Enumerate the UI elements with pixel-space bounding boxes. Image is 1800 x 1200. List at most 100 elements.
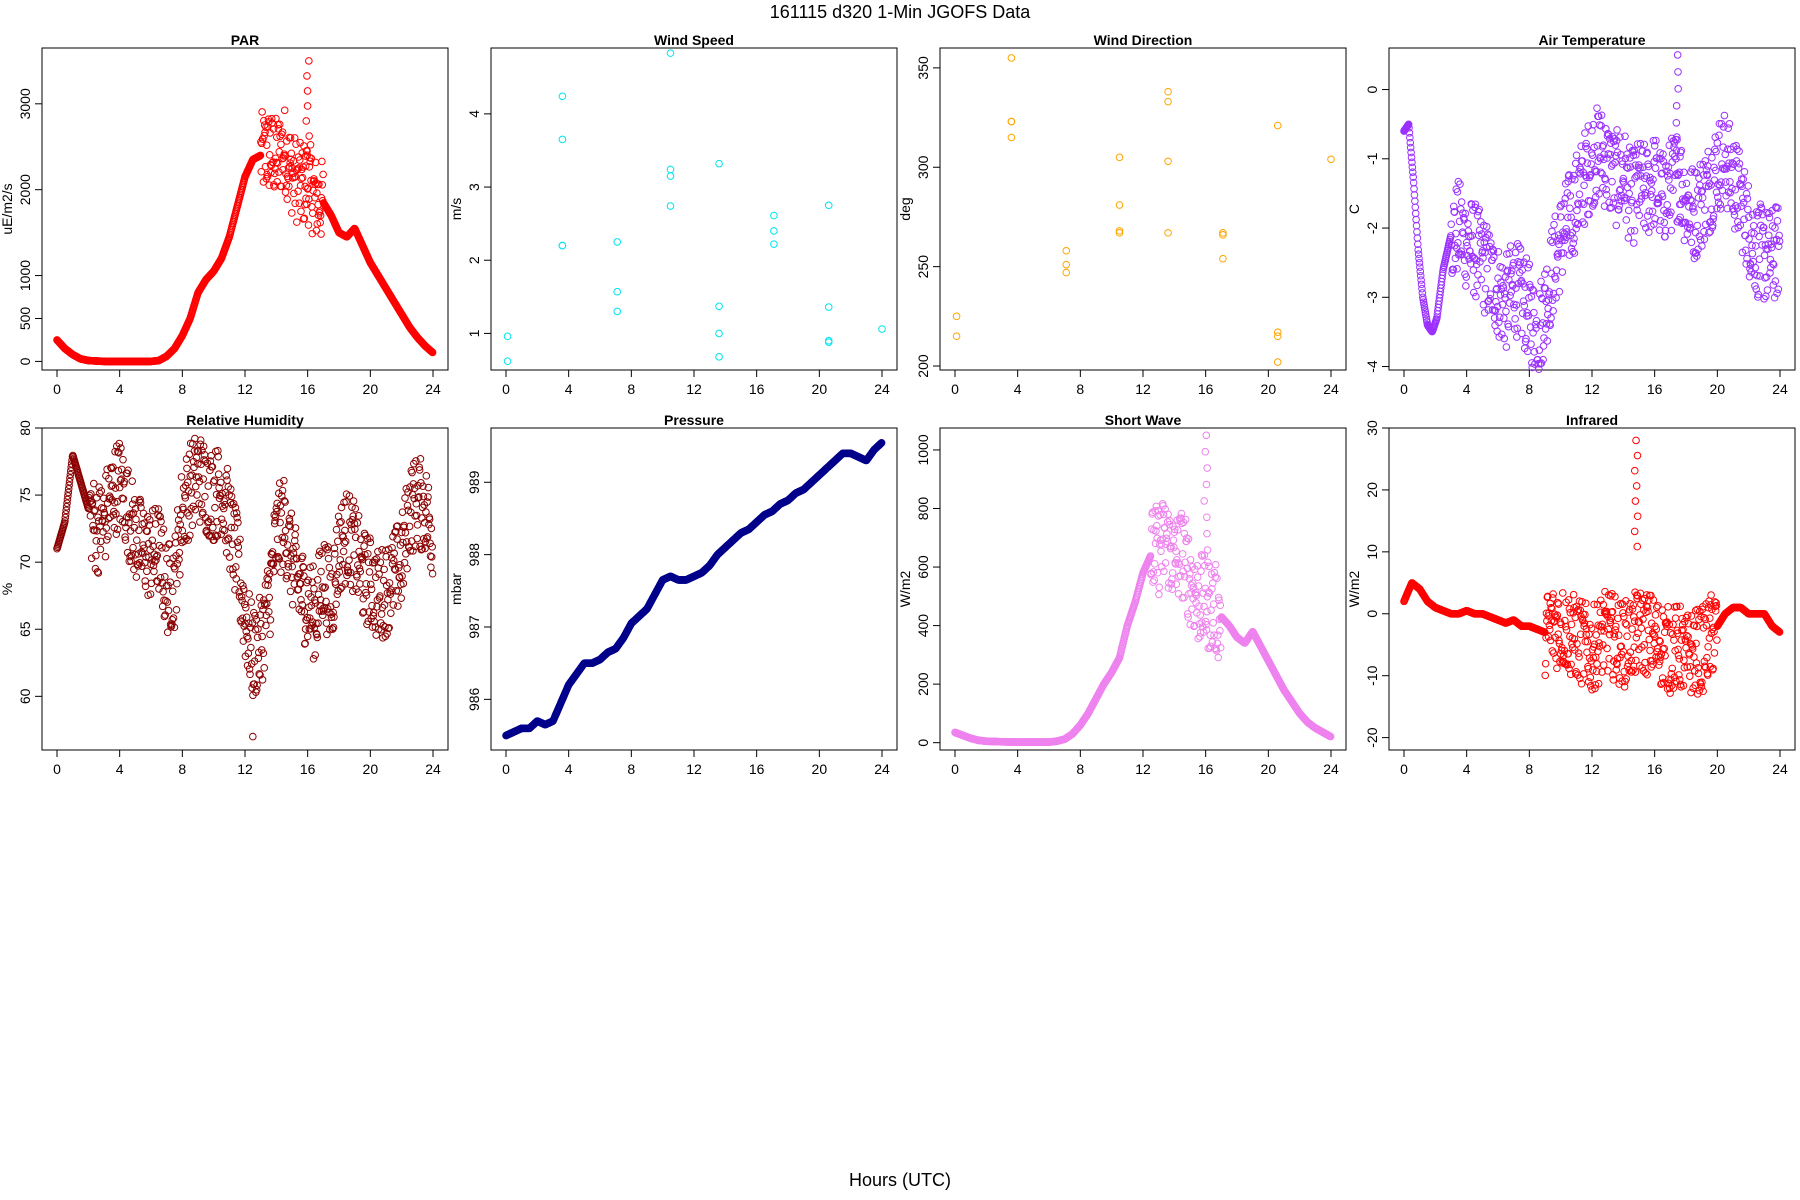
air-temperature-point — [1500, 334, 1509, 343]
air-temperature-point — [1510, 303, 1519, 312]
short-wave-point — [1153, 568, 1162, 577]
air-temperature-point — [1739, 198, 1748, 207]
air-temperature-point — [1644, 162, 1653, 171]
air-temperature-point — [1659, 157, 1668, 166]
short-wave-plot-frame — [939, 427, 1347, 751]
relative-humidity-point — [275, 479, 284, 487]
relative-humidity-point — [358, 555, 367, 564]
relative-humidity-point — [286, 587, 295, 596]
air-temperature-point — [1744, 213, 1753, 221]
short-wave-point — [1174, 589, 1183, 598]
relative-humidity-point — [347, 526, 356, 534]
air-temperature-point — [1482, 243, 1491, 252]
relative-humidity-point — [131, 504, 140, 513]
relative-humidity-point — [173, 579, 181, 588]
relative-humidity-point — [161, 596, 170, 605]
relative-humidity-point — [94, 569, 103, 577]
relative-humidity-point — [188, 471, 196, 479]
relative-humidity-point — [107, 482, 116, 490]
relative-humidity-point — [239, 637, 248, 645]
relative-humidity-point — [314, 590, 323, 599]
air-temperature-point — [1537, 359, 1546, 367]
short-wave-y-tick-label: 0 — [915, 739, 931, 747]
relative-humidity-point — [139, 541, 147, 549]
relative-humidity-point — [132, 515, 140, 524]
relative-humidity-point — [174, 525, 182, 534]
relative-humidity-point — [375, 570, 383, 578]
air-temperature-point — [1578, 157, 1587, 165]
par-point — [277, 140, 285, 149]
par-point — [303, 102, 312, 110]
short-wave-point — [1157, 547, 1165, 556]
air-temperature-point — [1412, 221, 1421, 230]
relative-humidity-point — [90, 507, 98, 515]
relative-humidity-x-tick-label: 16 — [300, 761, 316, 777]
relative-humidity-point — [199, 475, 208, 483]
relative-humidity-point — [212, 532, 220, 541]
relative-humidity-point — [199, 442, 208, 451]
air-temperature-point — [1716, 200, 1725, 209]
relative-humidity-point — [64, 485, 73, 493]
relative-humidity-point — [427, 553, 436, 561]
relative-humidity-point — [368, 601, 376, 610]
relative-humidity-point — [389, 601, 398, 609]
short-wave-point — [1205, 562, 1213, 571]
air-temperature-point — [1626, 163, 1635, 171]
air-temperature-point — [1619, 177, 1627, 185]
relative-humidity-point — [159, 587, 167, 596]
short-wave-point — [1188, 579, 1197, 587]
air-temperature-point — [1568, 247, 1577, 256]
air-temperature-point — [1734, 164, 1743, 172]
relative-humidity-point — [227, 492, 236, 501]
relative-humidity-point — [113, 525, 122, 534]
air-temperature-point — [1457, 247, 1466, 255]
air-temperature-point — [1566, 204, 1574, 213]
wind-speed-point — [558, 135, 567, 144]
relative-humidity-point — [155, 541, 164, 550]
relative-humidity-point — [425, 520, 433, 529]
air-temperature-point — [1728, 184, 1736, 193]
relative-humidity-point — [290, 536, 299, 545]
relative-humidity-point — [182, 455, 191, 463]
relative-humidity-point — [169, 614, 178, 622]
short-wave-point — [1193, 573, 1202, 581]
air-temperature-point — [1740, 167, 1749, 176]
pressure-x-tick-label: 8 — [627, 761, 635, 777]
air-temperature-point — [1586, 171, 1594, 180]
par-point — [302, 117, 311, 125]
air-temperature-point — [1709, 215, 1717, 223]
air-temperature-point — [1663, 201, 1671, 209]
air-temperature-point — [1477, 275, 1486, 284]
air-temperature-point — [1613, 126, 1621, 134]
relative-humidity-point — [237, 592, 246, 601]
relative-humidity-point — [362, 579, 370, 588]
relative-humidity-point — [374, 547, 382, 556]
par-point — [264, 115, 273, 124]
air-temperature-point — [1518, 329, 1526, 338]
short-wave-x-tick-label: 8 — [1076, 761, 1084, 777]
air-temperature-point — [1636, 164, 1644, 172]
par-point — [293, 165, 302, 173]
pressure-x-tick-label: 16 — [749, 761, 765, 777]
relative-humidity-point — [270, 567, 278, 576]
relative-humidity-point — [428, 543, 436, 551]
air-temperature-point — [1743, 194, 1752, 203]
relative-humidity-point — [204, 517, 213, 526]
short-wave-point — [1203, 546, 1212, 554]
wind-speed-x-tick-label: 20 — [812, 381, 828, 397]
relative-humidity-point — [328, 570, 336, 578]
relative-humidity-point — [335, 568, 344, 576]
par-point — [319, 170, 327, 179]
short-wave-point — [1189, 583, 1198, 592]
relative-humidity-point — [359, 608, 368, 616]
relative-humidity-point — [265, 593, 274, 602]
air-temperature-point — [1666, 184, 1675, 192]
air-temperature-point — [1475, 226, 1484, 235]
par-point — [305, 132, 313, 140]
relative-humidity-x-tick-label: 0 — [53, 761, 61, 777]
relative-humidity-point — [422, 508, 430, 516]
air-temperature-point — [1567, 213, 1575, 222]
relative-humidity-point — [283, 571, 291, 580]
air-temperature-y-tick-label: -2 — [1364, 222, 1380, 235]
